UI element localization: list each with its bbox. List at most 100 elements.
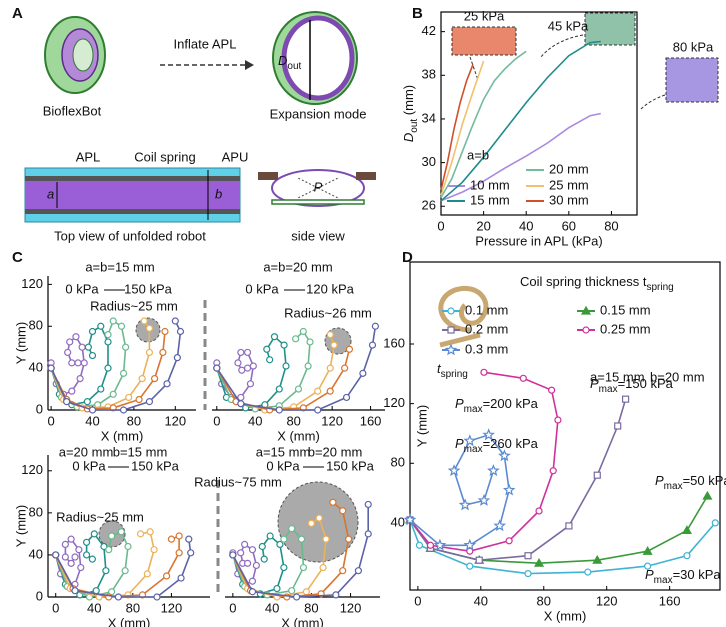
x-tick-label: 120 bbox=[161, 600, 183, 615]
diagram-label: Top view of unfolded robot bbox=[54, 228, 206, 243]
marker bbox=[330, 341, 338, 349]
annotation: 150 kPa bbox=[131, 458, 179, 473]
text-part: P bbox=[590, 376, 599, 391]
text-part: P bbox=[455, 436, 464, 451]
marker bbox=[61, 553, 69, 561]
marker bbox=[163, 380, 171, 388]
y-tick-label: 0 bbox=[36, 588, 43, 603]
marker bbox=[83, 398, 91, 406]
panel-label: D bbox=[402, 249, 413, 266]
annotation: tspring bbox=[437, 361, 468, 379]
marker bbox=[105, 546, 113, 554]
marker bbox=[371, 322, 379, 330]
marker bbox=[68, 387, 76, 395]
marker bbox=[280, 341, 288, 349]
marker bbox=[275, 406, 283, 414]
marker bbox=[252, 561, 260, 570]
marker bbox=[78, 343, 86, 351]
plot-frame bbox=[440, 11, 638, 216]
marker bbox=[125, 393, 133, 402]
y-tick-label: 80 bbox=[391, 455, 405, 470]
marker bbox=[243, 559, 252, 567]
marker bbox=[145, 348, 154, 357]
marker bbox=[326, 364, 334, 372]
x-tick-label: 0 bbox=[229, 600, 236, 615]
marker bbox=[565, 522, 573, 530]
marker bbox=[493, 519, 507, 532]
strip-apl bbox=[25, 181, 240, 209]
marker bbox=[213, 364, 221, 372]
legend-title: a=b bbox=[467, 147, 489, 162]
marker bbox=[466, 562, 474, 570]
marker bbox=[104, 331, 112, 339]
legend-label: 0.1 mm bbox=[465, 302, 508, 317]
y-tick-label: 0 bbox=[36, 401, 43, 416]
marker bbox=[299, 563, 308, 572]
marker bbox=[243, 364, 252, 372]
marker bbox=[143, 570, 151, 578]
marker bbox=[487, 464, 500, 477]
marker bbox=[246, 380, 255, 388]
x-axis-label: X (mm) bbox=[281, 615, 324, 627]
legend-marker bbox=[447, 326, 455, 334]
x-tick-label: 0 bbox=[213, 413, 220, 428]
plot-frame bbox=[409, 261, 721, 591]
annotation: b=15 mm bbox=[113, 444, 168, 459]
y-tick-label: 26 bbox=[422, 198, 436, 213]
marker bbox=[477, 493, 491, 506]
marker bbox=[67, 559, 75, 567]
marker bbox=[136, 530, 145, 538]
b-insets bbox=[451, 12, 719, 111]
marker bbox=[176, 327, 185, 336]
marker bbox=[151, 374, 159, 383]
marker bbox=[270, 333, 279, 341]
y-axis-label: Dout (mm) bbox=[401, 85, 419, 142]
x-tick-label: 40 bbox=[87, 600, 101, 615]
marker bbox=[326, 331, 334, 339]
annotation: Radius~26 mm bbox=[284, 305, 372, 320]
diagram-label: Expansion mode bbox=[270, 106, 367, 121]
marker bbox=[302, 588, 311, 596]
y-tick-label: 40 bbox=[29, 546, 43, 561]
marker bbox=[644, 562, 652, 570]
diagram-label: Inflate APL bbox=[174, 36, 237, 51]
x-tick-label: 40 bbox=[85, 413, 99, 428]
x-tick-label: 40 bbox=[265, 600, 279, 615]
marker bbox=[332, 591, 340, 599]
marker bbox=[167, 535, 176, 543]
x-axis-label: X (mm) bbox=[277, 428, 320, 443]
marker bbox=[364, 530, 372, 538]
series-line bbox=[440, 64, 474, 191]
marker bbox=[263, 345, 271, 353]
text-part: P bbox=[455, 396, 464, 411]
x-tick-label: 160 bbox=[659, 593, 681, 608]
marker bbox=[163, 572, 171, 580]
marker bbox=[294, 385, 303, 393]
marker bbox=[88, 406, 97, 414]
y-axis-label: Y (mm) bbox=[13, 505, 28, 547]
text-part: D bbox=[278, 53, 287, 68]
y-tick-label: 120 bbox=[21, 276, 43, 291]
marker bbox=[47, 364, 55, 372]
marker bbox=[109, 390, 117, 398]
marker bbox=[234, 359, 242, 367]
marker bbox=[121, 567, 129, 575]
panel-label: A bbox=[12, 5, 23, 22]
marker bbox=[342, 393, 351, 402]
marker bbox=[237, 348, 245, 357]
spring-photo bbox=[438, 285, 489, 333]
marker bbox=[63, 398, 71, 406]
marker bbox=[554, 416, 562, 424]
marker bbox=[329, 498, 337, 506]
marker bbox=[354, 567, 363, 575]
panel-label: B bbox=[412, 5, 423, 22]
series-line bbox=[440, 112, 601, 202]
marker bbox=[297, 535, 306, 543]
legend-marker bbox=[447, 307, 455, 315]
x-tick-label: 80 bbox=[126, 600, 140, 615]
x-axis-label: X (mm) bbox=[101, 428, 144, 443]
marker bbox=[71, 587, 79, 595]
x-tick-label: 0 bbox=[414, 593, 421, 608]
marker bbox=[82, 551, 91, 559]
x-tick-label: 80 bbox=[604, 218, 618, 233]
